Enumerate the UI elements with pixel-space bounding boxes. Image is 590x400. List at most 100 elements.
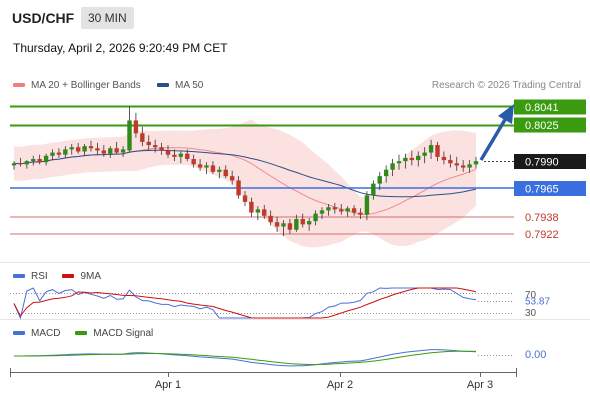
candle-body	[204, 165, 209, 168]
candle-body	[82, 146, 87, 152]
datetime-label: Thursday, April 2, 2026 9:20:49 PM CET	[13, 41, 228, 55]
timeframe-badge[interactable]: 30 MIN	[81, 7, 134, 29]
rsi-legend: RSI 9MA	[13, 271, 113, 282]
candle-body	[287, 223, 293, 230]
candle-body	[127, 120, 132, 151]
candle-body	[351, 208, 357, 213]
macd-line	[14, 349, 477, 367]
legend-swatch-ma50	[157, 83, 169, 88]
candle-body	[236, 180, 241, 196]
candle-body	[326, 207, 331, 211]
candle-body	[422, 152, 427, 156]
forecast-arrow-shaft	[479, 117, 508, 161]
candle-body	[454, 163, 459, 166]
macd-legend-label: MACD	[31, 328, 61, 339]
candle-body	[409, 157, 415, 161]
candle-body	[172, 154, 177, 157]
price-tag-text: 0.7990	[525, 157, 559, 169]
candle-body	[300, 219, 305, 225]
candle-body	[75, 147, 81, 152]
candle-body	[358, 212, 363, 215]
candle-body	[448, 160, 453, 164]
price-tag-text: 0.7965	[525, 184, 559, 196]
price-tag-current: 0.7990	[514, 154, 586, 169]
candles-group	[11, 106, 479, 237]
candle-body	[262, 209, 267, 216]
legend-item-ma20-bb: MA 20 + Bollinger Bands	[13, 80, 141, 91]
candle-body	[114, 148, 119, 153]
macd-signal-line	[14, 350, 477, 366]
candle-body	[63, 149, 68, 155]
legend-label-ma20: MA 20 + Bollinger Bands	[31, 80, 141, 91]
x-tick-label: Apr 2	[327, 379, 353, 391]
rsi-70-label: 70	[525, 290, 537, 301]
bollinger-band	[14, 119, 476, 248]
candle-body	[11, 163, 17, 166]
x-tick-label: Apr 1	[155, 379, 181, 391]
candle-body	[108, 148, 113, 154]
price-tag-text: 0.8025	[525, 120, 559, 132]
candle-body	[152, 145, 158, 148]
candle-body	[88, 146, 94, 149]
macd-swatch	[13, 331, 25, 336]
forecast-arrow-head	[498, 104, 514, 124]
candle-body	[371, 183, 376, 196]
chart-header: USD/CHF 30 MIN Thursday, April 2, 2026 9…	[0, 0, 590, 70]
candle-body	[31, 159, 36, 162]
candle-body	[191, 159, 196, 165]
candle-body	[268, 215, 273, 223]
legend-label-ma50: MA 50	[175, 80, 204, 91]
candle-body	[197, 164, 203, 168]
candle-body	[95, 148, 100, 151]
candle-body	[441, 156, 447, 161]
candle-body	[377, 176, 382, 184]
legend-item-ma50: MA 50	[157, 80, 203, 91]
rsi-line	[13, 287, 477, 320]
candle-body	[146, 141, 151, 146]
candle-body	[50, 152, 55, 156]
candle-body	[274, 222, 280, 227]
ma50-line	[13, 149, 477, 198]
candle-body	[313, 213, 318, 222]
candle-body	[217, 169, 222, 172]
candle-body	[306, 221, 312, 225]
candle-body	[364, 195, 370, 215]
candle-body	[416, 155, 421, 161]
candle-body	[120, 149, 126, 153]
candle-body	[383, 169, 389, 177]
x-tick-label: Apr 3	[467, 379, 493, 391]
symbol-label: USD/CHF	[12, 10, 75, 26]
support-label-1: 0.7938	[525, 212, 559, 224]
candle-body	[319, 210, 325, 214]
candle-body	[255, 209, 261, 213]
macd-legend: MACD MACD Signal	[13, 328, 165, 339]
candle-body	[473, 161, 479, 165]
candle-body	[101, 150, 107, 154]
candle-body	[43, 155, 49, 163]
candle-body	[159, 147, 164, 151]
macd-signal-swatch	[75, 331, 88, 336]
candle-body	[294, 219, 299, 230]
candle-body	[467, 164, 472, 168]
candle-body	[339, 209, 344, 212]
candle-body	[56, 152, 62, 155]
rsi-ma-legend-label: 9MA	[80, 271, 102, 282]
copyright-label: Research © 2026 Trading Central	[431, 80, 581, 91]
candle-body	[428, 145, 434, 153]
candle-body	[249, 201, 254, 213]
candle-body	[345, 208, 350, 212]
price-tag-text: 0.8041	[525, 102, 559, 114]
price-tag-pivot: 0.7965	[514, 181, 586, 196]
candle-body	[210, 165, 216, 172]
rsi-30-label: 30	[525, 308, 537, 319]
candle-body	[332, 207, 338, 210]
macd-signal-legend-label: MACD Signal	[93, 328, 154, 339]
price-tag-resistance-1: 0.8041	[514, 99, 586, 115]
legend-swatch-ma20	[13, 83, 25, 88]
rsi-ma-line	[13, 287, 477, 319]
candle-body	[37, 159, 42, 163]
candle-body	[178, 153, 184, 157]
rsi-value-label: 53.87	[525, 297, 550, 308]
candle-body	[18, 163, 23, 165]
